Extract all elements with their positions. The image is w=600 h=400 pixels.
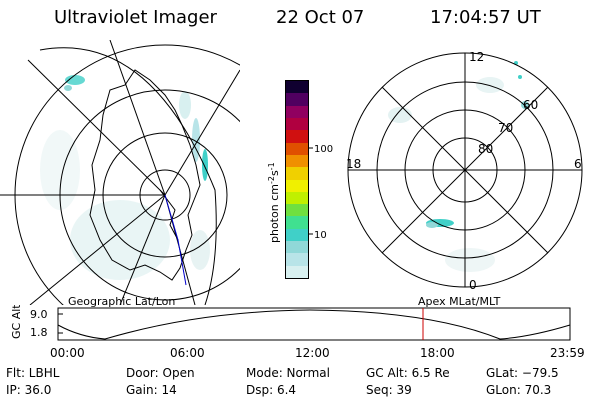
colorbar-band xyxy=(286,142,308,155)
polar-plot: 12 0 18 6 80 70 60 xyxy=(346,50,583,292)
dsp-info: Dsp: 6.4 xyxy=(246,383,297,397)
colorbar-band xyxy=(286,265,308,278)
mlt-label-18: 18 xyxy=(346,157,361,171)
mlt-label-0: 0 xyxy=(469,278,477,292)
mlt-label-6: 6 xyxy=(574,157,582,171)
time-tick-1200: 12:00 xyxy=(295,346,330,360)
timeline-ylabel: GC Alt xyxy=(10,305,23,339)
seq-info: Seq: 39 xyxy=(366,383,412,397)
geographic-map xyxy=(0,40,240,305)
mlt-label-12: 12 xyxy=(469,50,484,64)
colorbar-unit-label: photon cm-2s-1 xyxy=(267,162,281,243)
ytick-high: 9.0 xyxy=(30,308,48,321)
geographic-label: Geographic Lat/Lon xyxy=(68,295,176,308)
colorbar-band xyxy=(286,228,308,242)
glat-info: GLat: −79.5 xyxy=(486,366,559,380)
colorbar-band xyxy=(286,204,308,217)
gcalt-info: GC Alt: 6.5 Re xyxy=(366,366,450,380)
colorbar-band xyxy=(286,81,308,94)
colorbar-band xyxy=(286,93,308,106)
door-info: Door: Open xyxy=(126,366,195,380)
altitude-timeline: 9.0 1.8 GC Alt xyxy=(10,305,571,341)
colorbar-band xyxy=(286,253,308,266)
time-tick-1800: 18:00 xyxy=(420,346,455,360)
mlat-ring-60: 60 xyxy=(523,98,538,112)
time-tick-0000: 00:00 xyxy=(50,346,85,360)
colorbar-tick-100: 100 xyxy=(314,144,333,155)
mode-info: Mode: Normal xyxy=(246,366,330,380)
colorbar-band xyxy=(286,216,308,229)
apex-label: Apex MLat/MLT xyxy=(418,295,501,308)
mlat-ring-70: 70 xyxy=(498,121,513,135)
glon-info: GLon: 70.3 xyxy=(486,383,552,397)
colorbar-band xyxy=(286,130,308,143)
ytick-low: 1.8 xyxy=(30,326,48,339)
ip-info: IP: 36.0 xyxy=(6,383,52,397)
colorbar-tick-10: 10 xyxy=(314,230,327,241)
observation-time: 17:04:57 UT xyxy=(430,7,541,28)
colorbar-ticks: 100 10 xyxy=(308,144,333,241)
colorbar-band xyxy=(286,117,308,131)
gain-info: Gain: 14 xyxy=(126,383,177,397)
colorbar-band xyxy=(286,167,308,180)
color-scale-bar xyxy=(285,80,309,279)
observation-date: 22 Oct 07 xyxy=(276,7,365,28)
instrument-title: Ultraviolet Imager xyxy=(54,7,217,28)
auroral-emission xyxy=(40,75,210,280)
filter-info: Flt: LBHL xyxy=(6,366,60,380)
colorbar-band xyxy=(286,191,308,205)
colorbar-band xyxy=(286,105,308,118)
time-tick-0600: 06:00 xyxy=(170,346,205,360)
colorbar-band xyxy=(286,179,308,192)
time-tick-2359: 23:59 xyxy=(550,346,585,360)
colorbar-band xyxy=(286,241,308,254)
mlat-ring-80: 80 xyxy=(478,142,493,156)
svg-text:photon cm-2s-1: photon cm-2s-1 xyxy=(267,162,281,243)
colorbar-band xyxy=(286,154,308,168)
